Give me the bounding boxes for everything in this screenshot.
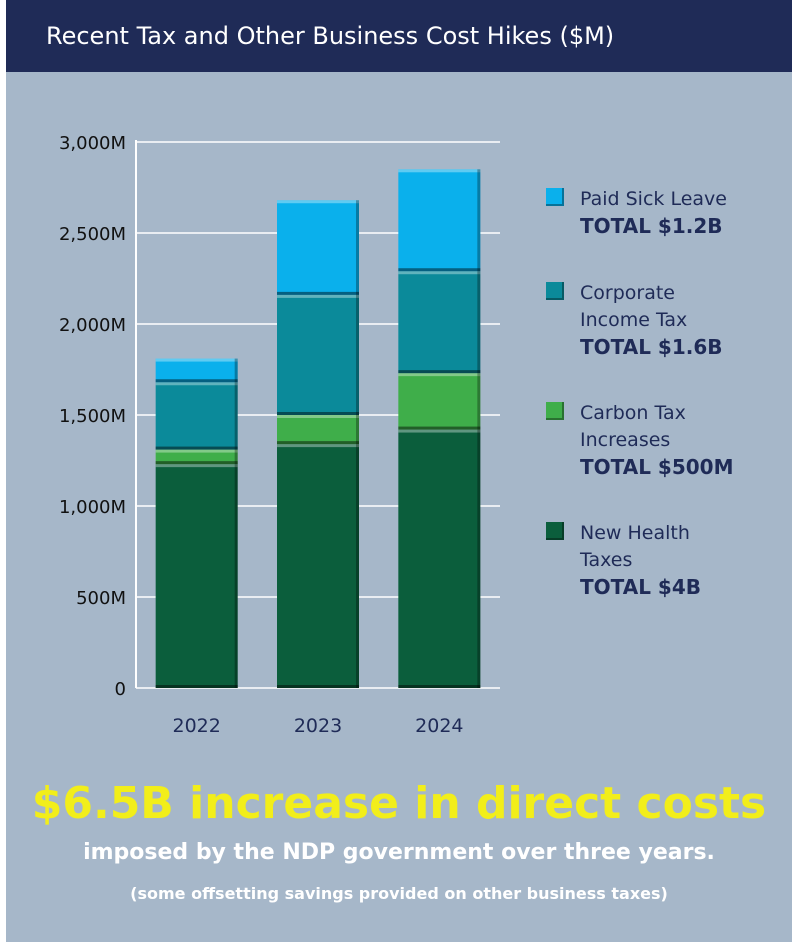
bar-edge — [356, 444, 359, 688]
bar-paid-sick-leave-2023 — [277, 200, 359, 295]
bar-carbon-tax-increases-2022 — [155, 449, 238, 465]
bar-new-health-taxes-2022 — [155, 464, 238, 688]
bar-carbon-tax-increases-2023 — [277, 415, 359, 445]
legend-swatch-new-health-taxes — [546, 522, 564, 540]
y-tick-label: 500M — [76, 588, 126, 609]
bar-highlight — [398, 169, 481, 173]
bar-highlight — [155, 449, 238, 453]
stacked-bar-chart: 0 500M 1,000M 1,500M 2,000M 2,500M 3,000M 2022 2… — [59, 133, 500, 737]
footnote-text: (some offsetting savings provided on oth… — [130, 884, 668, 903]
chart-title: Recent Tax and Other Business Cost Hikes… — [46, 22, 615, 50]
bar-edge — [356, 294, 359, 415]
bar-highlight — [398, 373, 481, 377]
bar-shadow — [277, 685, 359, 688]
bar-edge — [234, 464, 238, 688]
bar-shadow — [155, 379, 238, 383]
bar-corporate-income-tax-2023 — [277, 294, 359, 415]
bar-highlight — [398, 271, 481, 275]
bar-carbon-tax-increases-2024 — [398, 373, 481, 430]
bar-shadow — [155, 461, 238, 465]
bar-edge — [234, 449, 238, 465]
bar-highlight — [277, 415, 359, 418]
legend-swatch-paid-sick-leave — [546, 188, 564, 206]
bar-highlight — [155, 464, 238, 468]
legend-swatch-carbon-tax-increases — [546, 402, 564, 420]
headline-text: $6.5B increase in direct costs — [31, 778, 767, 829]
y-tick-label: 0 — [115, 679, 126, 700]
bar-edge — [234, 382, 238, 450]
bar-shadow — [277, 441, 359, 445]
y-tick-label: 3,000M — [59, 133, 126, 154]
header-bar: Recent Tax and Other Business Cost Hikes… — [6, 0, 792, 72]
y-tick-label: 1,000M — [59, 497, 126, 518]
bar-edge — [477, 169, 481, 272]
legend-label-corporate-income-tax: Corporate Income Tax — [580, 282, 688, 331]
infographic-card: Recent Tax and Other Business Cost Hikes… — [6, 0, 792, 942]
bar-edge — [477, 373, 481, 430]
bar-edge — [477, 429, 481, 688]
legend-swatch-corporate-income-tax — [546, 282, 564, 300]
bar-shadow — [398, 370, 481, 374]
bar-highlight — [277, 444, 359, 448]
bar-highlight — [277, 294, 359, 298]
bar-highlight — [398, 429, 481, 433]
y-tick-label: 1,500M — [59, 406, 126, 427]
legend-total-carbon-tax-increases: TOTAL $500M — [580, 455, 734, 479]
x-tick-label-2024: 2024 — [415, 715, 463, 737]
bar-highlight — [155, 382, 238, 386]
bar-new-health-taxes-2024 — [398, 429, 481, 688]
legend-total-new-health-taxes: TOTAL $4B — [580, 575, 701, 599]
bar-shadow — [277, 291, 359, 295]
bar-paid-sick-leave-2022 — [155, 358, 238, 383]
bar-shadow — [155, 446, 238, 450]
bar-edge — [234, 358, 238, 383]
bar-shadow — [398, 268, 481, 272]
bar-shadow — [398, 685, 481, 688]
bar-edge — [356, 415, 359, 445]
bar-corporate-income-tax-2022 — [155, 382, 238, 450]
bar-highlight — [155, 358, 238, 362]
bar-shadow — [277, 412, 359, 415]
legend-label-new-health-taxes: New Health Taxes — [580, 522, 690, 571]
legend-total-paid-sick-leave: TOTAL $1.2B — [580, 214, 723, 238]
x-tick-label-2022: 2022 — [172, 715, 220, 737]
subhead-text: imposed by the NDP government over three… — [83, 840, 715, 865]
legend-label-paid-sick-leave: Paid Sick Leave — [580, 188, 727, 210]
bar-paid-sick-leave-2024 — [398, 169, 481, 272]
bar-new-health-taxes-2023 — [277, 444, 359, 688]
bar-shadow — [155, 685, 238, 688]
bar-edge — [477, 271, 481, 374]
bar-edge — [356, 200, 359, 295]
legend-total-corporate-income-tax: TOTAL $1.6B — [580, 335, 723, 359]
bar-highlight — [277, 200, 359, 204]
y-tick-label: 2,500M — [59, 224, 126, 245]
legend-label-carbon-tax-increases: Carbon Tax Increases — [580, 402, 686, 451]
x-tick-label-2023: 2023 — [294, 715, 342, 737]
y-tick-label: 2,000M — [59, 315, 126, 336]
bar-corporate-income-tax-2024 — [398, 271, 481, 374]
bar-shadow — [398, 426, 481, 430]
